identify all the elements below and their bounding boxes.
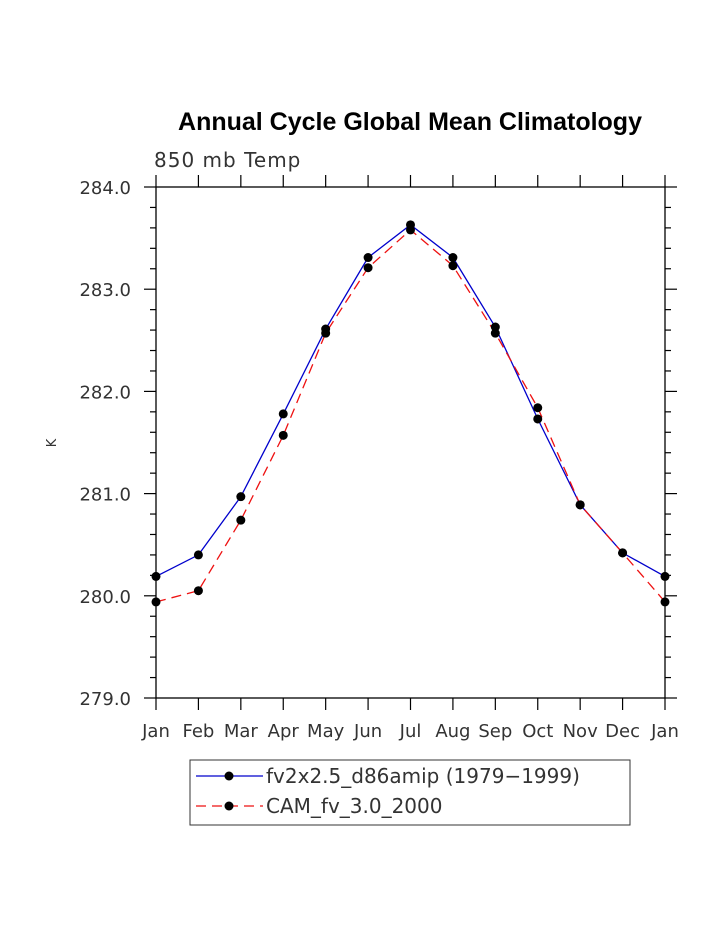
y-tick-labels: 279.0 280.0 281.0 282.0 283.0 284.0 [79,178,131,710]
legend-box [189,759,631,826]
chart-subtitle: 850 mb Temp [154,148,301,172]
data-point-s0-9 [533,414,543,424]
data-point-s1-3 [278,430,288,440]
data-point-s1-8 [490,328,500,338]
x-tick-label: Aug [435,721,470,742]
series-line-0 [155,223,666,577]
y-tick-label: 284.0 [79,178,131,199]
data-point-s1-1 [193,586,203,596]
x-tick-label: Feb [182,721,214,742]
data-point-s0-2 [236,492,246,502]
data-point-s1-10 [575,500,585,510]
plot-frame [155,186,666,699]
x-tick-label: May [307,721,345,742]
x-tick-label: Jan [650,721,679,742]
legend: fv2x2.5_d86amip (1979−1999) CAM_fv_3.0_2… [189,759,631,826]
x-tick-label: Sep [478,721,512,742]
x-tick-label: Jan [141,721,170,742]
data-point-s1-5 [363,263,373,273]
data-point-s0-0 [151,571,161,581]
y-tick-label: 281.0 [79,485,131,506]
x-tick-labels: Jan Feb Mar Apr May Jun Jul Aug Sep Oct Nov Dec Jan [141,721,679,742]
legend-label-1: CAM_fv_3.0_2000 [266,794,442,818]
y-axis-label: K [45,438,60,447]
legend-marker-1 [224,801,234,811]
x-tick-label: Oct [522,721,553,742]
x-tick-label: Dec [605,721,640,742]
x-tick-label: Mar [224,721,259,742]
data-point-s0-1 [193,550,203,560]
y-tick-label: 280.0 [79,587,131,608]
x-tick-label: Apr [268,721,300,742]
legend-marker-0 [224,771,234,781]
y-tick-label: 282.0 [79,382,131,403]
data-point-s0-5 [363,253,373,263]
data-point-s1-0 [151,597,161,607]
y-tick-label: 283.0 [79,280,131,301]
data-point-s0-3 [278,409,288,419]
data-point-s0-12 [660,571,670,581]
x-tick-label: Jul [399,721,422,742]
data-point-s1-6 [406,225,415,235]
data-point-s0-7 [448,253,458,263]
data-point-s1-7 [448,261,458,271]
series-points [151,220,670,607]
series-lines [155,223,666,603]
data-point-s1-4 [321,328,331,338]
data-point-s1-12 [660,597,670,607]
y-tick-label: 279.0 [79,689,131,710]
data-point-s1-11 [618,548,628,558]
legend-label-0: fv2x2.5_d86amip (1979−1999) [266,764,580,788]
data-point-s1-2 [236,515,246,525]
x-tick-label: Nov [563,721,598,742]
chart-title: Annual Cycle Global Mean Climatology [178,108,642,136]
axis-ticks [144,175,677,710]
series-line-1 [155,229,666,603]
x-tick-label: Jun [353,721,382,742]
data-point-s1-9 [533,403,543,413]
